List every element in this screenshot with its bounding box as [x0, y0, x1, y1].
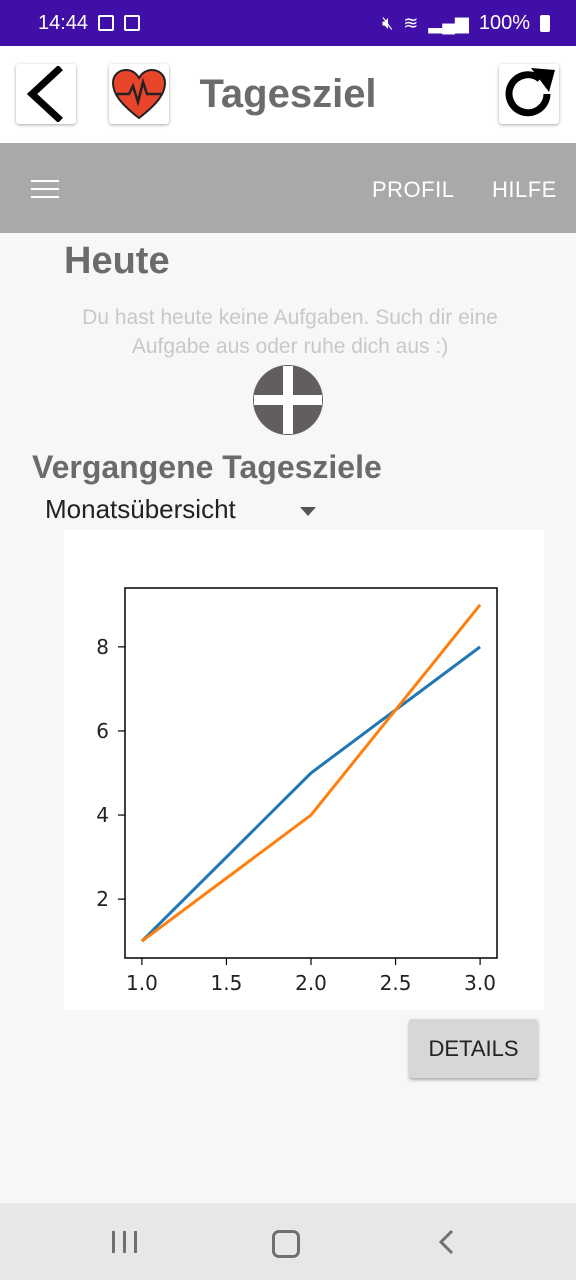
app-bar: Tagesziel — [0, 46, 576, 143]
x-tick-label: 2.5 — [380, 971, 412, 995]
logo-button[interactable] — [109, 64, 169, 124]
wifi-icon: ≋ — [403, 12, 419, 33]
profil-link[interactable]: PROFIL — [372, 177, 455, 202]
heart-pulse-icon — [111, 68, 167, 120]
gallery-icon — [98, 15, 115, 31]
toolbar: PROFIL HILFE — [0, 143, 576, 233]
recents-icon[interactable] — [112, 1231, 138, 1253]
overview-dropdown[interactable]: Monatsübersicht — [45, 494, 325, 530]
y-tick-label: 6 — [96, 719, 109, 743]
status-left: 14:44 — [38, 11, 141, 35]
navigation-bar — [0, 1203, 576, 1280]
chart-container: 1.0 1.5 2.0 2.5 3.0 2 4 6 8 — [64, 530, 544, 1010]
checkbox-notification-icon — [124, 15, 141, 31]
x-tick-label: 1.0 — [126, 971, 158, 995]
refresh-button[interactable] — [499, 64, 559, 124]
y-tick-label: 8 — [96, 635, 109, 659]
battery-percent: 100% — [478, 11, 530, 34]
status-bar: 14:44 🔇︎ ≋ ▂▄▆ 100% — [0, 0, 576, 46]
y-tick-label: 2 — [96, 887, 109, 911]
dropdown-value: Monatsübersicht — [45, 494, 236, 524]
x-tick-label: 2.0 — [295, 971, 327, 995]
battery-icon — [540, 14, 550, 32]
mute-icon: 🔇︎ — [381, 12, 394, 33]
signal-icon: ▂▄▆ — [428, 12, 469, 33]
hamburger-icon[interactable] — [31, 180, 59, 198]
y-tick-label: 4 — [96, 803, 109, 827]
hilfe-link[interactable]: HILFE — [492, 177, 557, 202]
series-line-1 — [140, 645, 481, 943]
line-chart: 1.0 1.5 2.0 2.5 3.0 2 4 6 8 — [96, 587, 498, 995]
x-tick-label: 1.5 — [211, 971, 243, 995]
app-title: Tagesziel — [199, 72, 377, 116]
details-button[interactable]: DETAILS — [409, 1019, 538, 1078]
add-circle-icon — [253, 365, 323, 435]
x-tick-label: 3.0 — [464, 971, 496, 995]
add-task-button[interactable] — [252, 364, 324, 436]
nav-back-icon[interactable] — [437, 1229, 457, 1255]
series-line-2 — [141, 603, 482, 943]
back-arrow-icon — [26, 66, 63, 122]
heading-past-goals: Vergangene Tagesziele — [32, 449, 382, 485]
heading-today: Heute — [64, 240, 170, 282]
home-icon[interactable] — [272, 1230, 300, 1258]
refresh-icon — [505, 68, 555, 117]
empty-tasks-message: Du hast heute keine Aufgaben. Such dir e… — [82, 306, 498, 358]
dropdown-arrow-icon[interactable] — [300, 507, 316, 516]
back-button[interactable] — [16, 64, 76, 124]
status-right: 🔇︎ ≋ ▂▄▆ 100% — [382, 12, 550, 35]
status-time: 14:44 — [38, 11, 89, 34]
